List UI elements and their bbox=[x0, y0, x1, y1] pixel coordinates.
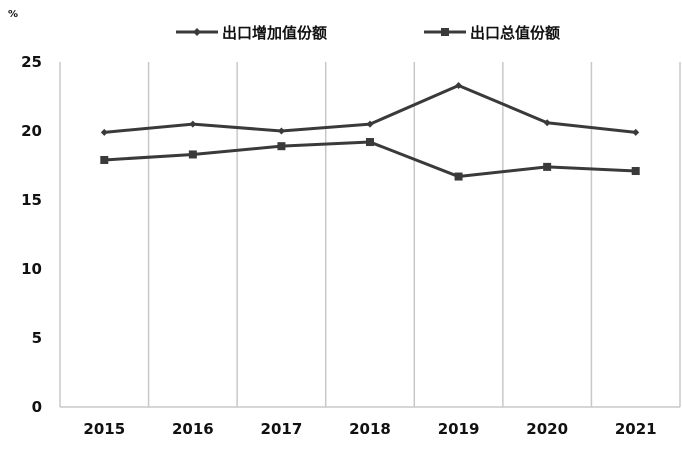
series-1 bbox=[100, 81, 640, 136]
y-tick-label: 25 bbox=[21, 53, 42, 71]
data-point bbox=[100, 155, 109, 164]
x-tick-label: 2017 bbox=[261, 420, 303, 438]
data-point bbox=[366, 120, 374, 128]
data-point bbox=[188, 150, 197, 159]
legend: 出口增加值份额 出口总值份额 bbox=[176, 24, 560, 42]
y-axis-ticks: 0 5 10 15 20 25 bbox=[21, 53, 42, 416]
legend-marker-diamond-icon bbox=[193, 28, 201, 36]
series-layer bbox=[100, 81, 640, 181]
data-point bbox=[366, 138, 374, 147]
data-point bbox=[277, 127, 285, 135]
legend-label-series-1: 出口增加值份额 bbox=[222, 24, 327, 42]
data-point bbox=[277, 142, 286, 151]
x-tick-label: 2019 bbox=[438, 420, 480, 438]
data-point bbox=[632, 128, 640, 136]
legend-item-series-2: 出口总值份额 bbox=[424, 24, 560, 42]
x-tick-label: 2020 bbox=[526, 420, 568, 438]
y-tick-label: 20 bbox=[21, 122, 42, 140]
data-point bbox=[189, 120, 197, 128]
series-line bbox=[104, 140, 636, 179]
y-tick-label: 5 bbox=[32, 329, 42, 347]
data-point bbox=[454, 172, 463, 181]
y-tick-label: 15 bbox=[21, 191, 42, 209]
y-tick-label: 0 bbox=[32, 398, 42, 416]
data-point bbox=[631, 167, 640, 176]
data-point bbox=[543, 119, 551, 127]
data-point bbox=[543, 162, 552, 171]
legend-marker-square-icon bbox=[441, 28, 449, 36]
data-point bbox=[100, 128, 108, 136]
x-tick-label: 2016 bbox=[172, 420, 214, 438]
x-axis-ticks: 2015 2016 2017 2018 2019 2020 2021 bbox=[83, 420, 656, 438]
x-tick-label: 2018 bbox=[349, 420, 391, 438]
gridlines bbox=[147, 62, 681, 407]
x-tick-label: 2015 bbox=[83, 420, 125, 438]
data-point bbox=[455, 81, 463, 89]
legend-label-series-2: 出口总值份额 bbox=[470, 24, 560, 42]
x-tick-label: 2021 bbox=[615, 420, 657, 438]
legend-item-series-1: 出口增加值份额 bbox=[176, 24, 327, 42]
y-tick-label: 10 bbox=[21, 260, 42, 278]
y-unit-label: % bbox=[8, 9, 18, 20]
series-2 bbox=[100, 138, 640, 181]
axes bbox=[59, 62, 680, 408]
